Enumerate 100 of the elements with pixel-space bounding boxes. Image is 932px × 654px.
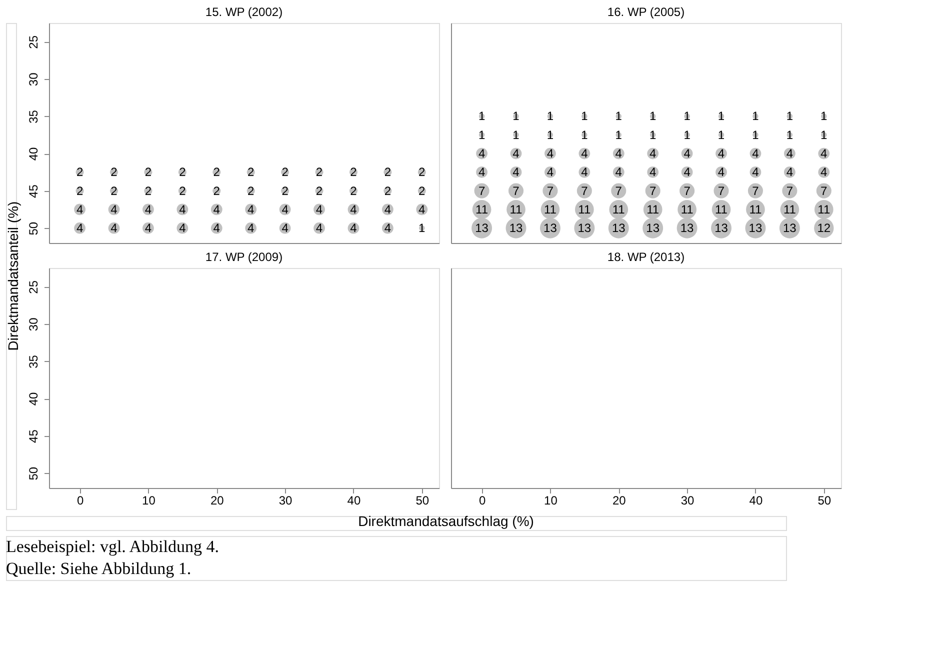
x-tick-label: 30 [680, 494, 695, 508]
data-label: 13 [544, 221, 558, 236]
data-label: 11 [680, 202, 694, 216]
x-tick-label: 10 [544, 494, 558, 508]
data-label: 4 [478, 165, 486, 180]
data-label: 1 [615, 109, 622, 124]
data-label: 7 [820, 184, 828, 198]
data-label: 4 [684, 146, 691, 161]
data-label: 4 [615, 165, 622, 180]
x-tick-label: 50 [416, 494, 430, 508]
y-tick-label: 30 [26, 72, 40, 86]
data-label: 2 [179, 165, 186, 180]
data-label: 2 [110, 165, 118, 180]
data-label: 2 [316, 184, 323, 198]
data-label: 4 [581, 146, 588, 161]
x-tick-label: 40 [347, 494, 361, 508]
data-label: 1 [478, 128, 486, 142]
source-note: Quelle: Siehe Abbildung 1. [6, 559, 192, 578]
y-tick-label: 50 [26, 466, 40, 480]
chart-title: 17. WP (2009) [205, 250, 283, 264]
data-label: 7 [615, 184, 622, 198]
y-tick-label: 45 [26, 429, 40, 443]
data-label: 4 [350, 221, 358, 236]
x-tick-label: 40 [749, 494, 763, 508]
data-label: 1 [820, 109, 828, 124]
data-label: 1 [820, 128, 828, 142]
data-label: 2 [110, 184, 118, 198]
x-tick-label: 20 [210, 494, 224, 508]
data-label: 4 [144, 221, 152, 236]
data-label: 12 [817, 221, 831, 236]
data-label: 4 [384, 202, 392, 216]
data-label: 4 [684, 165, 691, 180]
data-label: 13 [748, 221, 762, 236]
data-label: 7 [546, 184, 554, 198]
data-label: 4 [179, 202, 186, 216]
data-label: 2 [213, 184, 220, 198]
data-label: 11 [818, 202, 830, 216]
data-label: 7 [581, 184, 588, 198]
data-label: 7 [752, 184, 760, 198]
text: Lesebeispiel: vgl. Abbildung 4. [6, 537, 219, 556]
data-label: 4 [213, 221, 220, 236]
data-label: 11 [578, 202, 591, 216]
y-tick-label: 35 [26, 354, 40, 368]
data-label: 2 [76, 184, 84, 198]
data-label: 11 [646, 202, 660, 216]
data-label: 13 [783, 221, 797, 236]
data-label: 2 [248, 184, 254, 198]
data-label: 4 [820, 146, 828, 161]
data-label: 2 [316, 165, 323, 180]
data-label: 1 [615, 128, 622, 142]
data-label: 2 [418, 184, 426, 198]
data-label: 4 [581, 165, 588, 180]
data-label: 4 [615, 146, 622, 161]
data-label: 2 [350, 184, 358, 198]
data-label: 4 [546, 165, 554, 180]
data-label: 13 [646, 221, 660, 236]
data-label: 11 [612, 202, 626, 216]
data-label: 1 [581, 128, 588, 142]
data-label: 4 [650, 165, 656, 180]
data-label: 1 [718, 128, 725, 142]
data-label: 4 [752, 146, 760, 161]
data-label: 7 [650, 184, 656, 198]
data-label: 2 [282, 184, 289, 198]
data-label: 13 [680, 221, 694, 236]
data-label: 4 [316, 221, 323, 236]
data-label: 11 [476, 202, 488, 216]
chart-title: 16. WP (2005) [607, 5, 685, 19]
x-tick-label: 30 [278, 494, 293, 508]
data-label: 1 [650, 109, 656, 124]
data-label: 2 [248, 165, 254, 180]
data-label: 2 [384, 165, 392, 180]
y-tick-label: 50 [26, 222, 40, 236]
data-label: 1 [581, 109, 588, 124]
data-label: 4 [248, 221, 254, 236]
x-tick-label: 10 [142, 494, 156, 508]
data-label: 13 [714, 221, 728, 236]
data-label: 2 [144, 165, 152, 180]
data-label: 2 [76, 165, 84, 180]
data-label: 4 [718, 165, 725, 180]
data-label: 4 [786, 165, 794, 180]
data-label: 1 [650, 128, 656, 142]
data-label: 4 [820, 165, 828, 180]
data-label: 4 [350, 202, 358, 216]
data-label: 13 [509, 221, 523, 236]
data-label: 2 [418, 165, 426, 180]
data-label: 4 [110, 202, 118, 216]
data-label: 4 [76, 221, 84, 236]
data-label: 2 [384, 184, 392, 198]
y-tick-label: 30 [26, 317, 40, 332]
data-label: 1 [684, 109, 691, 124]
data-label: 1 [752, 128, 760, 142]
x-tick-label: 0 [478, 494, 486, 508]
data-label: 11 [544, 202, 557, 216]
data-label: 2 [282, 165, 289, 180]
data-label: 1 [684, 128, 691, 142]
data-label: 2 [350, 165, 358, 180]
data-label: 4 [418, 202, 426, 216]
data-label: 1 [546, 109, 554, 124]
data-label: 4 [144, 202, 152, 216]
data-label: 4 [478, 146, 486, 161]
